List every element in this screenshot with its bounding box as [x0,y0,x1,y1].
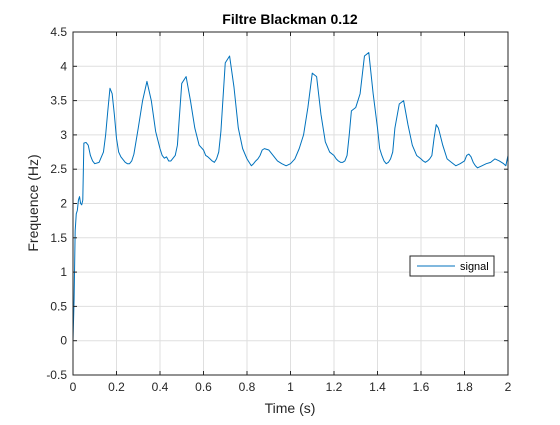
series-layer [72,52,509,341]
x-tick-label: 0.8 [239,380,256,394]
x-axis-label: Time (s) [265,400,316,416]
x-tick-label: 1 [287,380,294,394]
x-tick-label: 2 [505,380,512,394]
legend: signal [409,255,495,277]
y-axis-label: Frequence (Hz) [25,154,41,251]
y-tick-label: 3 [60,128,67,142]
y-tick-label: 4 [60,59,67,73]
y-tick-label: 2.5 [50,162,67,176]
x-tick-label: 0.4 [152,380,169,394]
y-tick-label: 3.5 [50,94,67,108]
x-tick-label: 0.6 [195,380,212,394]
y-tick-label: 0.5 [50,299,67,313]
y-tick-label: 4.5 [50,25,67,39]
x-tick-label: 0.2 [108,380,125,394]
y-tick-label: -0.5 [46,368,67,382]
y-tick-label: 1 [60,265,67,279]
y-tick-label: 2 [60,197,67,211]
ticks: 0 0.2 0.4 0.6 0.8 1 1.2 1.4 1.6 1.8 2-0.500.511.52… [46,25,511,394]
legend-label: signal [460,261,489,273]
x-tick-label: 1.4 [369,380,386,394]
x-tick-label: 1.8 [456,380,473,394]
x-tick-label: 1.2 [326,380,343,394]
y-tick-label: 1.5 [50,231,67,245]
x-tick-label: 0 [70,380,77,394]
chart-title: Filtre Blackman 0.12 [222,11,358,27]
y-tick-label: 0 [60,334,67,348]
x-tick-label: 1.6 [413,380,430,394]
series-line-1 [72,52,509,341]
